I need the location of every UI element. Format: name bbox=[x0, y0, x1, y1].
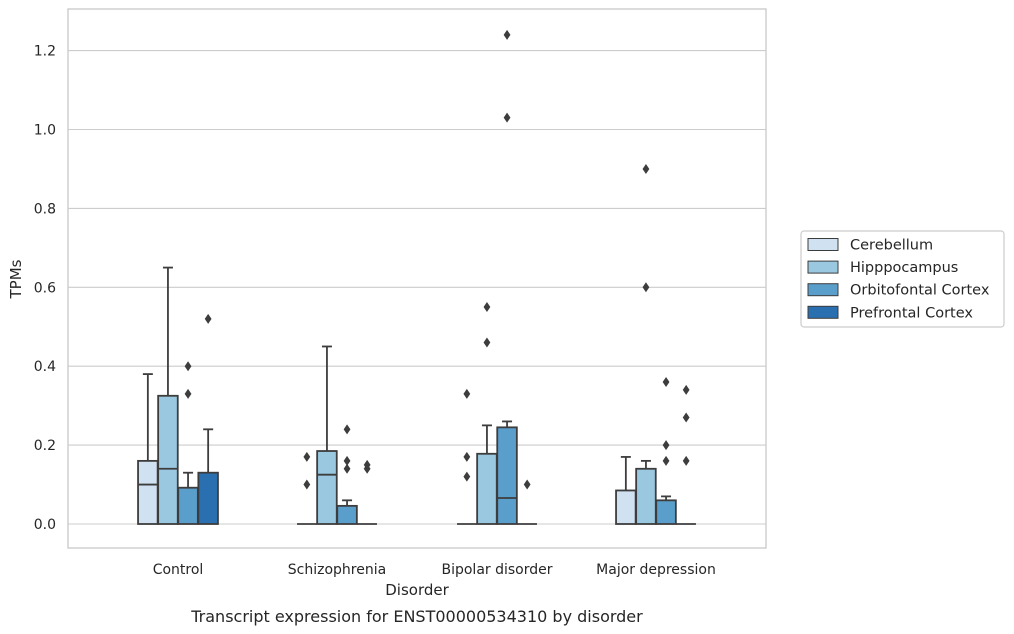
outlier-point bbox=[682, 455, 690, 466]
box-orbitofontal-cortex bbox=[655, 499, 677, 525]
y-tick-label: 0.4 bbox=[34, 359, 56, 375]
outlier-point bbox=[662, 376, 670, 387]
outlier-point bbox=[662, 455, 670, 466]
box-orbitofontal-cortex bbox=[496, 426, 518, 525]
outlier-point bbox=[483, 337, 491, 348]
outlier-point bbox=[184, 361, 192, 372]
outlier-point bbox=[682, 384, 690, 395]
box-orbitofontal-cortex bbox=[336, 504, 358, 525]
legend-label: Cerebellum bbox=[850, 238, 933, 254]
outlier-point bbox=[662, 440, 670, 451]
box-hipppocampus bbox=[157, 394, 179, 525]
x-tick-label: Major depression bbox=[596, 562, 716, 578]
plot-area bbox=[68, 9, 766, 548]
outlier-point bbox=[303, 451, 311, 462]
y-axis-label: TPMs bbox=[7, 259, 25, 299]
y-tick-label: 0.0 bbox=[34, 517, 56, 533]
x-tick-label: Bipolar disorder bbox=[441, 562, 552, 578]
box-hipppocampus bbox=[476, 452, 498, 525]
outlier-point bbox=[363, 463, 371, 474]
outlier-point bbox=[503, 29, 511, 40]
y-tick-label: 1.0 bbox=[34, 123, 56, 139]
x-axis-label: Disorder bbox=[385, 581, 449, 599]
y-tick-label: 0.2 bbox=[34, 438, 56, 454]
box-hipppocampus bbox=[635, 467, 657, 525]
legend-swatch bbox=[807, 238, 839, 251]
legend-box bbox=[800, 230, 1005, 328]
outlier-point bbox=[343, 455, 351, 466]
y-tick-label: 0.8 bbox=[34, 201, 56, 217]
outlier-point bbox=[184, 388, 192, 399]
box-cerebellum bbox=[615, 489, 637, 525]
plot-frame bbox=[67, 8, 767, 549]
legend-label: Prefrontal Cortex bbox=[850, 305, 973, 321]
outlier-point bbox=[642, 282, 650, 293]
outlier-point bbox=[463, 388, 471, 399]
outlier-point bbox=[483, 302, 491, 313]
box-hipppocampus bbox=[316, 450, 338, 525]
box-orbitofontal-cortex bbox=[177, 486, 199, 525]
box-cerebellum bbox=[137, 459, 159, 525]
y-tick-label: 1.2 bbox=[34, 44, 56, 60]
y-tick-label: 0.6 bbox=[34, 280, 56, 296]
outlier-point bbox=[682, 412, 690, 423]
chart-caption: Transcript expression for ENST0000053431… bbox=[190, 607, 643, 626]
legend-label: Orbitofontal Cortex bbox=[850, 283, 990, 299]
outlier-point bbox=[303, 479, 311, 490]
outlier-point bbox=[463, 471, 471, 482]
outlier-point bbox=[463, 451, 471, 462]
box-prefrontal-cortex bbox=[197, 471, 219, 525]
outlier-point bbox=[343, 424, 351, 435]
outlier-point bbox=[503, 112, 511, 123]
x-tick-label: Control bbox=[153, 562, 204, 578]
outlier-point bbox=[204, 313, 212, 324]
outlier-point bbox=[642, 163, 650, 174]
legend-swatch bbox=[807, 305, 839, 319]
x-tick-label: Schizophrenia bbox=[288, 562, 386, 578]
outlier-point bbox=[343, 463, 351, 474]
legend-swatch bbox=[807, 260, 839, 274]
outlier-point bbox=[523, 479, 531, 490]
legend-swatch bbox=[807, 283, 839, 297]
legend-label: Hipppocampus bbox=[850, 260, 958, 276]
